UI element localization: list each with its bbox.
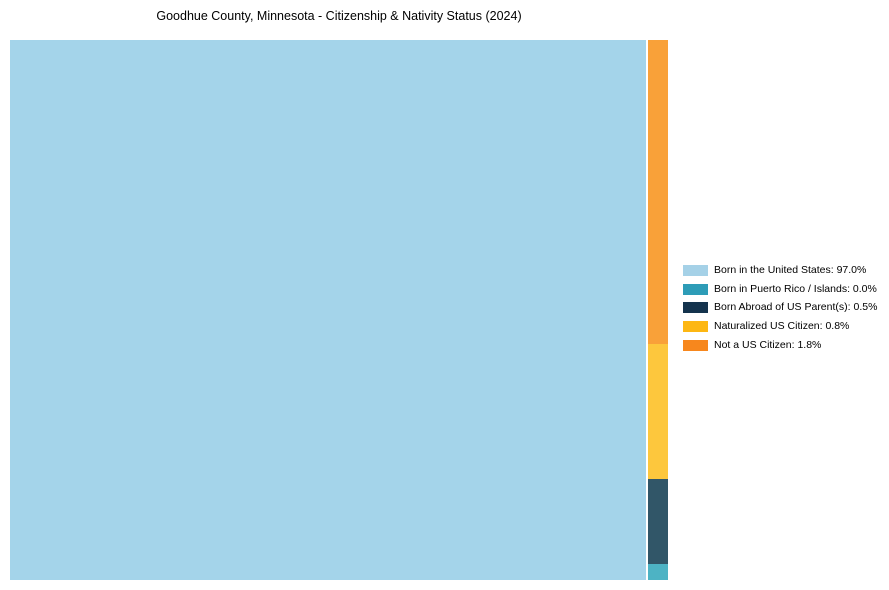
- legend-item-naturalized-us-citizen: Naturalized US Citizen: 0.8%: [683, 320, 877, 333]
- legend: Born in the United States: 97.0% Born in …: [683, 265, 877, 358]
- legend-label: Born in the United States: 97.0%: [714, 264, 867, 276]
- legend-item-born-abroad-of-us-parent-s: Born Abroad of US Parent(s): 0.5%: [683, 301, 878, 314]
- legend-label: Born Abroad of US Parent(s): 0.5%: [714, 301, 878, 314]
- treemap-block-born-in-the-united-states: [10, 40, 646, 580]
- legend-label: Born in Puerto Rico / Islands: 0.0%: [714, 282, 877, 295]
- legend-swatch-naturalized-us-citizen: [683, 321, 708, 333]
- legend-swatch-born-in-the-united-states: [683, 265, 708, 276]
- legend-swatch-not-a-us-citizen: [683, 339, 708, 351]
- legend-swatch-born-in-puerto-rico-islands: [683, 283, 708, 295]
- treemap-plot: [10, 40, 668, 580]
- chart-title: Goodhue County, Minnesota - Citizenship …: [156, 9, 522, 23]
- legend-item-not-a-us-citizen: Not a US Citizen: 1.8%: [683, 338, 877, 351]
- legend-label: Not a US Citizen: 1.8%: [714, 338, 822, 351]
- treemap-block-naturalized-us-citizen: [648, 344, 668, 479]
- legend-item-born-in-the-united-states: Born in the United States: 97.0%: [683, 265, 877, 276]
- legend-label: Naturalized US Citizen: 0.8%: [714, 320, 850, 333]
- treemap-block-born-in-puerto-rico-islands: [648, 564, 668, 580]
- treemap-block-not-a-us-citizen: [648, 40, 668, 344]
- legend-swatch-born-abroad-of-us-parent-s: [683, 302, 708, 314]
- treemap-block-born-abroad-of-us-parent-s: [648, 479, 668, 564]
- legend-item-born-in-puerto-rico-islands: Born in Puerto Rico / Islands: 0.0%: [683, 282, 877, 295]
